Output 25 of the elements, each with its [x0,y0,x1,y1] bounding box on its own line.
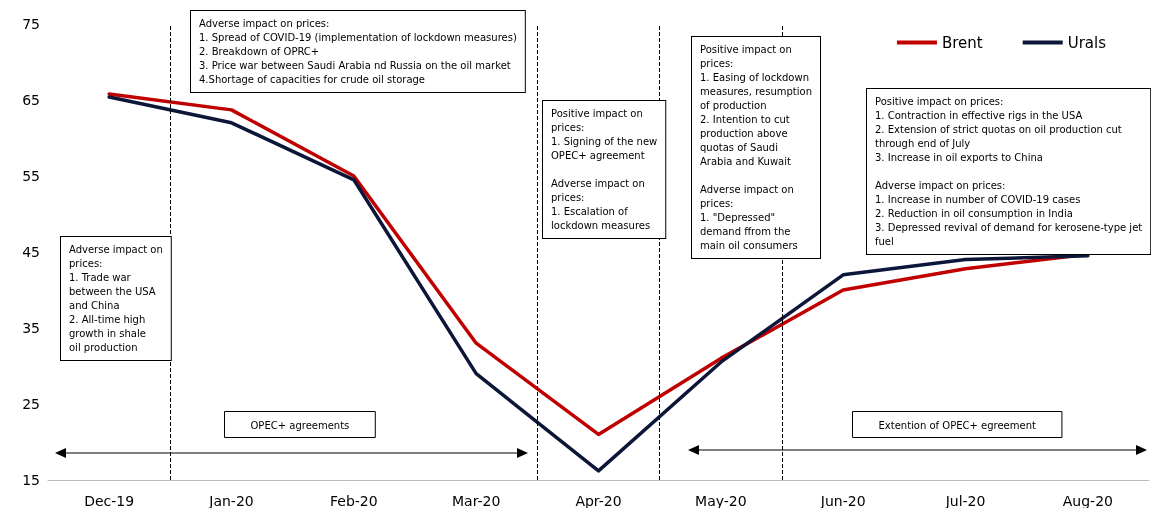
legend-label: Brent [941,33,983,52]
annotation: Adverse impact on prices: 1. Trade war between the USA and China 2. All-time high growth in shale oil production [69,243,163,353]
x-tick-label: Apr-20 [575,493,622,508]
x-tick-label: Jul-20 [944,493,986,508]
y-tick-label: 45 [22,244,40,260]
x-tick-label: Mar-20 [451,493,501,508]
y-tick-label: 35 [22,320,40,336]
x-tick-label: Jan-20 [208,493,254,508]
x-tick-label: Feb-20 [330,493,378,508]
text: Positive impact on prices: 1. Contraction in effective rigs in the USA 2. Extension of strict quotas on oil production cut through end of July 3. Increase in oil exports to China Adverse impact on prices: 1. Increase in number of COVID-19 cases 2. Reduction in oil consumption in India 3. Depressed revival of demand for kerosene-type jet fuel [875,95,1143,247]
x-tick-label: Jun-20 [819,493,866,508]
y-tick-label: 75 [22,16,40,32]
text: Positive impact on prices: 1. Easing of lockdown measures, resumption of production 2. Intention to cut production above quotas of Saudi Arabia and Kuwait Adverse impact on prices: 1. "Depressed" demand ffrom the main oil consumers [700,43,813,251]
y-tick-label: 15 [22,472,40,488]
legend-label: Urals [1067,33,1107,52]
x-tick-label: Aug-20 [1062,493,1113,508]
y-tick-label: 25 [22,396,40,412]
y-tick-label: 65 [22,92,40,108]
x-tick-label: May-20 [695,493,747,508]
annotation: Adverse impact on prices: 1. Spread of COVID-19 (implementation of lockdown measures) 2. Breakdown of OPRC+ 3. Price war between Saudi Arabia nd Russia on the oil market 4.Shortage of capacities for crude oil storage [199,17,517,85]
text: Positive impact on prices: 1. Signing of the new OPEC+ agreement Adverse impact on prices: 1. Escalation of lockdown measures [551,107,658,231]
x-tick-label: Dec-19 [84,493,135,508]
annotation: Extention of OPEC+ egreement [878,420,1036,431]
annotation: OPEC+ agreements [250,420,350,431]
y-tick-label: 55 [22,168,40,184]
